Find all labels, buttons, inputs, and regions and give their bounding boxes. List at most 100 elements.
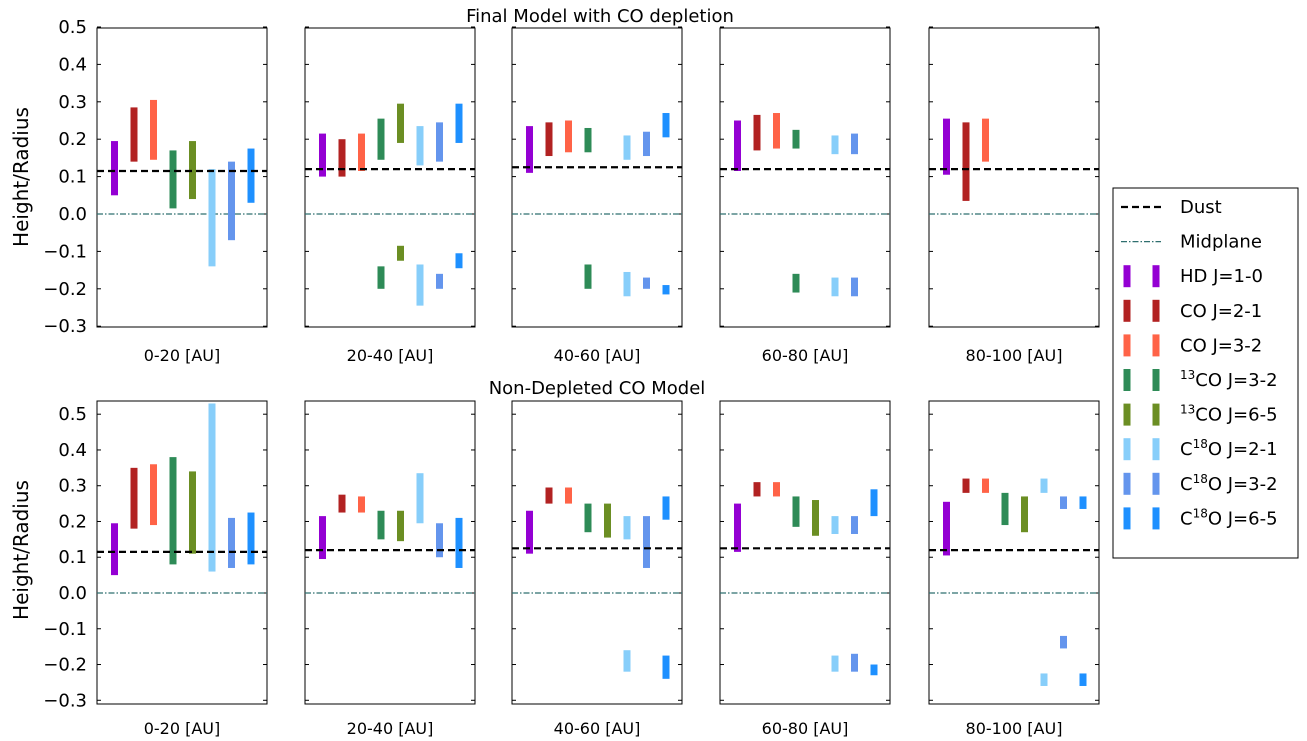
legend-label-prefix: C [1180, 474, 1193, 495]
legend-label: CO J=2-1 [1180, 301, 1262, 322]
bar-c18o-j-6-5 [1079, 496, 1087, 509]
bar-c18o-j-6-5 [455, 517, 463, 568]
legend-label-text: O J=6-5 [1208, 508, 1278, 529]
bar-c18o-j-6-5 [1079, 673, 1087, 686]
panel-frame [511, 400, 683, 705]
bar-co-j-3-2 [565, 487, 572, 504]
bar-c18o-j-6-5 [662, 285, 670, 295]
bar-c18o-j-2-1 [831, 135, 839, 155]
bar-co-j-2-1 [130, 467, 138, 529]
panel-frame [96, 27, 268, 328]
bar-co-j-2-1 [338, 494, 346, 513]
y-tick-label: 0.5 [58, 404, 87, 425]
panel-label: 0-20 [AU] [144, 346, 221, 365]
bar-c18o-j-2-1 [831, 277, 839, 297]
bar-c18o-j-3-2 [1060, 635, 1067, 649]
panel-frame [928, 27, 1100, 328]
legend-swatch [1152, 299, 1160, 322]
bar-hd-j-1-0 [111, 141, 118, 196]
panel-label: 20-40 [AU] [347, 346, 434, 365]
panel-frame [304, 400, 476, 705]
bar-co-j-3-2 [150, 99, 157, 160]
bar-c18o-j-2-1 [1040, 673, 1048, 686]
legend-label-text: O J=3-2 [1208, 474, 1278, 495]
legend-swatch [1123, 507, 1131, 530]
panel-frame [719, 400, 891, 705]
legend-label-prefix: C [1180, 439, 1193, 460]
legend-swatch [1123, 438, 1131, 461]
bar-c18o-j-6-5 [662, 496, 670, 520]
panel-depleted-1: 20-40 [AU] [304, 26, 476, 365]
legend-label-text: Dust [1180, 197, 1222, 218]
bar-co-j-2-1 [545, 122, 553, 157]
bar-c18o-j-2-1 [831, 655, 839, 672]
bar-13co-j-3-2 [169, 457, 177, 565]
plot-layer: 0.5 0.4 0.3 0.2 0.1 0.0 −0.1 −0.2 −0.3 0-20 [AU] 2… [43, 17, 1100, 738]
legend-swatch [1123, 369, 1131, 391]
bar-co-j-2-1 [753, 114, 761, 151]
bar-co-j-3-2 [982, 118, 989, 162]
bar-13co-j-6-5 [812, 500, 819, 536]
bar-c18o-j-2-1 [623, 271, 631, 297]
bar-co-j-3-2 [358, 133, 365, 171]
bar-13co-j-3-2 [1001, 492, 1009, 526]
panel-frame [719, 27, 891, 328]
bar-13co-j-6-5 [189, 141, 196, 200]
legend-label-text: CO J=3-2 [1180, 335, 1262, 356]
legend-swatch [1152, 507, 1160, 530]
bar-c18o-j-6-5 [662, 655, 670, 679]
bar-13co-j-3-2 [792, 129, 800, 149]
bar-c18o-j-6-5 [455, 103, 463, 143]
legend-label-prefix: C [1180, 508, 1193, 529]
legend-label: C18O J=2-1 [1180, 437, 1278, 460]
bar-c18o-j-3-2 [436, 122, 443, 162]
legend-swatch [1123, 334, 1131, 357]
y-tick-label: −0.3 [43, 690, 87, 711]
bar-13co-j-6-5 [397, 103, 404, 143]
legend-label: C18O J=3-2 [1180, 472, 1278, 495]
bar-c18o-j-6-5 [870, 664, 878, 676]
legend-swatch [1152, 472, 1160, 495]
y-tick-label: −0.1 [43, 241, 87, 262]
bar-c18o-j-3-2 [851, 653, 858, 672]
bar-c18o-j-2-1 [416, 473, 424, 524]
legend-label: C18O J=6-5 [1180, 506, 1278, 529]
bar-co-j-2-1 [962, 478, 970, 493]
y-tick-label: 0.5 [58, 17, 87, 38]
legend-swatch [1152, 334, 1160, 357]
bar-c18o-j-2-1 [1040, 478, 1048, 493]
bar-13co-j-3-2 [792, 496, 800, 527]
legend-label-text: CO J=3-2 [1195, 370, 1277, 391]
legend-label-text: HD J=1-0 [1180, 266, 1263, 287]
bottom-y-axis-label: Height/Radius [9, 480, 33, 620]
legend-swatch [1152, 403, 1160, 426]
legend-label: Midplane [1180, 232, 1262, 253]
panel-frame [928, 400, 1100, 705]
top-y-axis-label: Height/Radius [9, 107, 33, 247]
legend-label: 13CO J=3-2 [1180, 368, 1278, 391]
panel-non-depleted-2: 40-60 [AU] [511, 400, 683, 738]
bar-hd-j-1-0 [319, 516, 326, 560]
y-tick-label: 0.0 [58, 204, 87, 225]
bar-13co-j-3-2 [792, 273, 800, 293]
bar-c18o-j-6-5 [247, 148, 255, 203]
bar-hd-j-1-0 [734, 503, 741, 552]
bar-c18o-j-3-2 [851, 277, 858, 297]
bar-co-j-2-1 [962, 122, 970, 201]
bar-13co-j-6-5 [604, 503, 611, 538]
y-tick-label: 0.3 [58, 92, 87, 113]
bar-13co-j-3-2 [584, 127, 592, 153]
panel-depleted-4: 80-100 [AU] [928, 26, 1100, 365]
bar-hd-j-1-0 [319, 133, 326, 177]
bar-c18o-j-6-5 [662, 113, 670, 138]
legend-swatch [1152, 369, 1160, 391]
bar-c18o-j-6-5 [870, 489, 878, 517]
bar-13co-j-3-2 [169, 150, 177, 209]
bar-hd-j-1-0 [111, 523, 118, 576]
bottom-row-title: Non-Depleted CO Model [489, 378, 706, 399]
bar-13co-j-6-5 [1021, 496, 1028, 533]
y-tick-label: 0.1 [58, 167, 87, 188]
bar-co-j-2-1 [753, 482, 761, 497]
panel-frame [304, 27, 476, 328]
